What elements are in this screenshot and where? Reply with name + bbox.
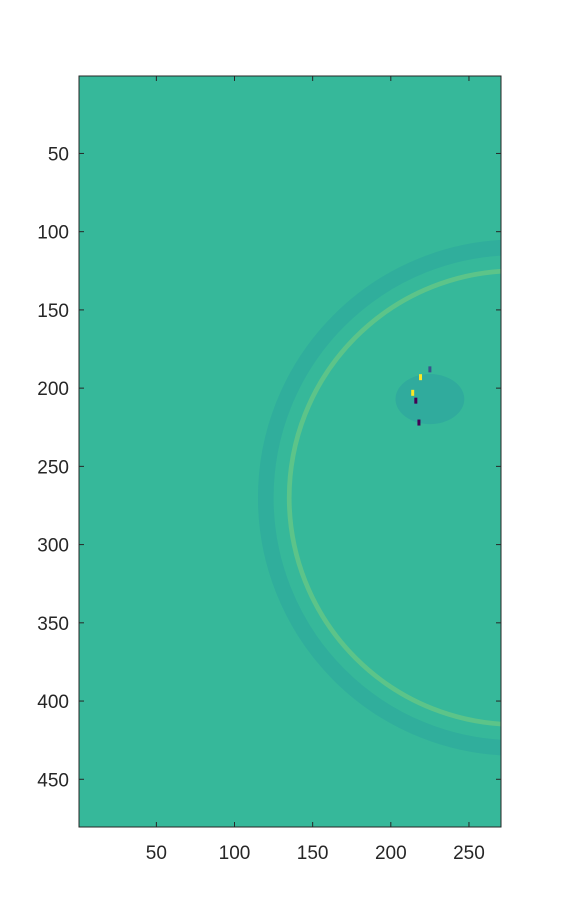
x-axis: 50 100 150 200 250 bbox=[146, 76, 485, 864]
x-tick-label: 50 bbox=[146, 843, 167, 864]
heatmap-spot-1 bbox=[414, 397, 418, 404]
y-tick-label: 350 bbox=[37, 614, 69, 635]
y-tick-label: 200 bbox=[37, 379, 69, 400]
y-axis: 50 100 150 200 250 300 350 400 450 bbox=[37, 144, 501, 791]
x-tick-label: 250 bbox=[453, 843, 485, 864]
y-tick-label: 250 bbox=[37, 457, 69, 478]
x-tick-label: 100 bbox=[219, 843, 251, 864]
heatmap-spot-2 bbox=[419, 374, 423, 381]
heatmap-spot-0 bbox=[411, 389, 415, 396]
heatmap-region-2 bbox=[395, 374, 465, 425]
y-tick-label: 150 bbox=[37, 301, 69, 322]
heatmap-background bbox=[79, 76, 501, 827]
heatmap-image bbox=[79, 76, 501, 827]
y-tick-label: 400 bbox=[37, 692, 69, 713]
x-tick-label: 150 bbox=[297, 843, 329, 864]
heatmap-ring-0 bbox=[258, 240, 501, 756]
axes-box bbox=[78, 75, 502, 828]
y-tick-label: 100 bbox=[37, 223, 69, 244]
y-tick-label: 50 bbox=[48, 144, 69, 165]
heatmap-spot-4 bbox=[417, 419, 421, 426]
y-tick-label: 450 bbox=[37, 770, 69, 791]
heatmap-ring-1 bbox=[286, 268, 501, 727]
x-tick-label: 200 bbox=[375, 843, 407, 864]
heatmap-spot-3 bbox=[428, 366, 432, 373]
y-tick-label: 300 bbox=[37, 536, 69, 557]
